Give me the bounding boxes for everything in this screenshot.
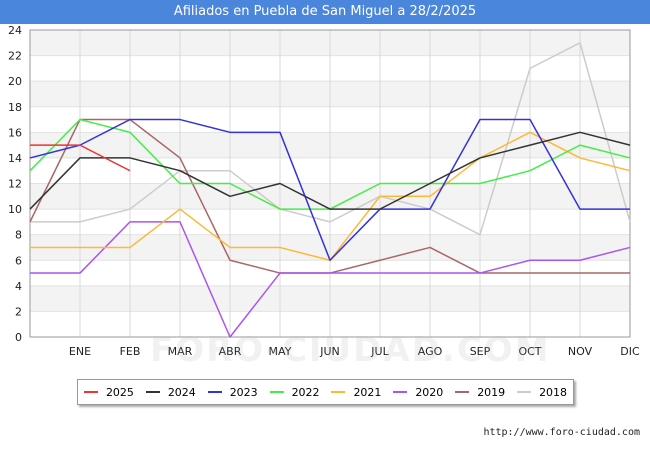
source-link[interactable]: http://www.foro-ciudad.com [483,427,640,438]
legend-label: 2023 [229,385,258,399]
series-line-2025 [30,144,131,172]
x-tick-label: MAR [168,345,193,358]
legend-swatch [269,391,284,393]
legend-label: 2019 [477,385,506,399]
y-tick-label: 6 [15,254,22,267]
y-tick-label: 24 [8,24,22,37]
x-tick-label: DIC [620,345,640,358]
y-tick-label: 2 [15,305,22,318]
x-tick-label: FEB [120,345,141,358]
legend-label: 2024 [167,385,196,399]
legend-item-2023: 2023 [207,385,258,399]
legend-swatch [145,391,160,393]
x-tick-label: MAY [269,345,292,358]
chart-title: Afiliados en Puebla de San Miguel a 28/2… [0,0,650,24]
y-tick-label: 16 [8,126,22,139]
legend-label: 2018 [539,385,568,399]
x-tick-label: JUN [319,345,340,358]
legend-label: 2022 [291,385,320,399]
legend-swatch [517,391,532,393]
legend-item-2024: 2024 [145,385,196,399]
chart-legend: 2025 2024 2023 2022 2021 2020 2019 2018 [77,379,574,405]
y-tick-label: 14 [8,152,22,165]
y-tick-label: 12 [8,178,22,191]
x-tick-label: AGO [418,345,443,358]
y-tick-label: 10 [8,203,22,216]
x-tick-label: JUL [370,345,389,358]
series-line-2023 [29,118,630,261]
y-tick-label: 4 [15,280,22,293]
plot-frame [29,29,631,338]
legend-swatch [207,391,222,393]
y-tick-label: 8 [15,229,22,242]
y-tick-label: 20 [8,75,22,88]
legend-label: 2021 [353,385,382,399]
y-tick-label: 22 [8,50,22,63]
x-tick-label: ENE [69,345,91,358]
legend-swatch [455,391,470,393]
legend-item-2019: 2019 [455,386,505,399]
legend-item-2021: 2021 [331,386,381,399]
series-line-2024 [29,131,631,210]
x-tick-label: ABR [219,345,242,358]
legend-swatch [331,391,346,393]
legend-swatch [393,391,408,393]
x-tick-label: OCT [518,345,541,358]
y-tick-label: 18 [8,101,22,114]
series-line-2020 [30,221,631,338]
legend-swatch [83,391,98,393]
watermark: FORO-CIUDAD.COM [150,330,551,370]
x-tick-label: NOV [568,345,593,358]
legend-item-2022: 2022 [269,385,320,399]
legend-item-2020: 2020 [393,386,443,399]
y-tick-label: 0 [15,331,22,344]
legend-item-2018: 2018 [517,386,567,399]
x-tick-label: SEP [470,345,491,358]
legend-label: 2020 [415,385,444,399]
series-line-2018 [30,42,631,236]
legend-item-2025: 2025 [83,385,134,399]
legend-label: 2025 [105,385,134,399]
